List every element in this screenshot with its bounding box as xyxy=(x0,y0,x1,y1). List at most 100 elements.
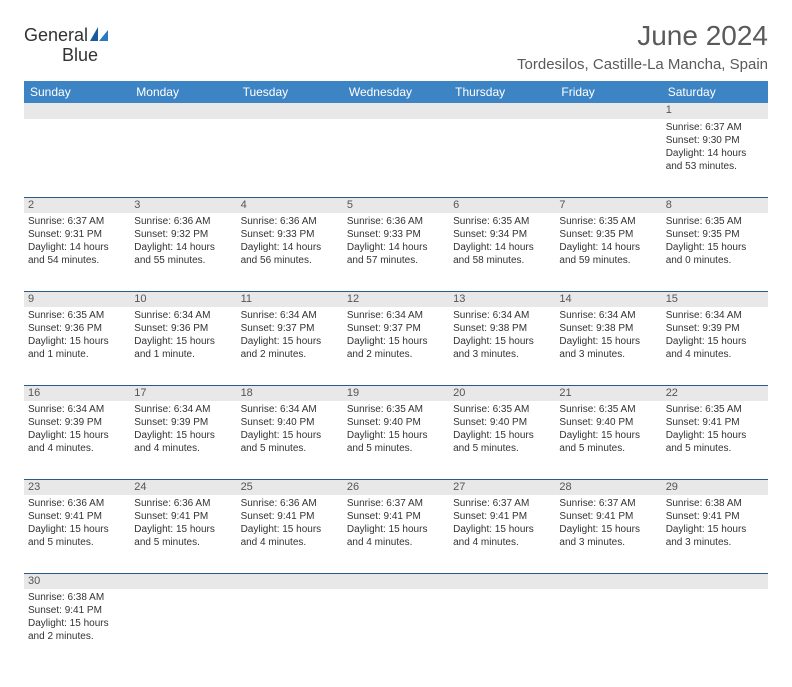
day-cell: Sunrise: 6:37 AMSunset: 9:31 PMDaylight:… xyxy=(24,213,130,291)
day-cell: Sunrise: 6:34 AMSunset: 9:39 PMDaylight:… xyxy=(24,401,130,479)
day-content-row: Sunrise: 6:35 AMSunset: 9:36 PMDaylight:… xyxy=(24,307,768,385)
day-number-cell xyxy=(449,103,555,119)
day-number-cell: 21 xyxy=(555,385,661,401)
logo-sail-icon xyxy=(90,27,108,46)
day-details: Sunrise: 6:36 AMSunset: 9:33 PMDaylight:… xyxy=(237,213,343,271)
day-cell: Sunrise: 6:34 AMSunset: 9:39 PMDaylight:… xyxy=(130,401,236,479)
day-details: Sunrise: 6:36 AMSunset: 9:41 PMDaylight:… xyxy=(24,495,130,553)
day-cell: Sunrise: 6:36 AMSunset: 9:41 PMDaylight:… xyxy=(237,495,343,573)
day-number-cell xyxy=(24,103,130,119)
logo: General Blue xyxy=(24,26,108,66)
day-number-cell xyxy=(343,573,449,589)
day-details: Sunrise: 6:37 AMSunset: 9:41 PMDaylight:… xyxy=(449,495,555,553)
day-cell: Sunrise: 6:36 AMSunset: 9:33 PMDaylight:… xyxy=(237,213,343,291)
day-cell xyxy=(24,119,130,197)
day-details: Sunrise: 6:34 AMSunset: 9:38 PMDaylight:… xyxy=(555,307,661,365)
day-cell xyxy=(343,119,449,197)
day-number-cell xyxy=(237,103,343,119)
logo-text-general: General xyxy=(24,25,88,45)
day-details: Sunrise: 6:34 AMSunset: 9:39 PMDaylight:… xyxy=(662,307,768,365)
day-content-row: Sunrise: 6:34 AMSunset: 9:39 PMDaylight:… xyxy=(24,401,768,479)
day-details: Sunrise: 6:35 AMSunset: 9:40 PMDaylight:… xyxy=(343,401,449,459)
day-number-cell: 18 xyxy=(237,385,343,401)
day-cell xyxy=(555,119,661,197)
day-details: Sunrise: 6:36 AMSunset: 9:41 PMDaylight:… xyxy=(130,495,236,553)
day-details: Sunrise: 6:37 AMSunset: 9:31 PMDaylight:… xyxy=(24,213,130,271)
day-details: Sunrise: 6:37 AMSunset: 9:41 PMDaylight:… xyxy=(555,495,661,553)
day-number-cell xyxy=(555,573,661,589)
day-number-cell xyxy=(130,103,236,119)
day-content-row: Sunrise: 6:36 AMSunset: 9:41 PMDaylight:… xyxy=(24,495,768,573)
day-number-cell: 23 xyxy=(24,479,130,495)
day-number-cell xyxy=(555,103,661,119)
day-cell: Sunrise: 6:34 AMSunset: 9:37 PMDaylight:… xyxy=(237,307,343,385)
title-block: June 2024 Tordesilos, Castille-La Mancha… xyxy=(517,20,768,73)
day-cell: Sunrise: 6:34 AMSunset: 9:39 PMDaylight:… xyxy=(662,307,768,385)
day-content-row: Sunrise: 6:38 AMSunset: 9:41 PMDaylight:… xyxy=(24,589,768,667)
day-number-cell: 14 xyxy=(555,291,661,307)
day-details: Sunrise: 6:36 AMSunset: 9:33 PMDaylight:… xyxy=(343,213,449,271)
calendar-table: Sunday Monday Tuesday Wednesday Thursday… xyxy=(24,81,768,667)
day-header: Monday xyxy=(130,81,236,103)
day-cell: Sunrise: 6:36 AMSunset: 9:41 PMDaylight:… xyxy=(24,495,130,573)
day-cell: Sunrise: 6:37 AMSunset: 9:41 PMDaylight:… xyxy=(449,495,555,573)
day-cell: Sunrise: 6:35 AMSunset: 9:35 PMDaylight:… xyxy=(555,213,661,291)
day-cell xyxy=(237,589,343,667)
daynum-row: 2345678 xyxy=(24,197,768,213)
day-number-cell xyxy=(343,103,449,119)
day-number-cell: 1 xyxy=(662,103,768,119)
day-details: Sunrise: 6:36 AMSunset: 9:32 PMDaylight:… xyxy=(130,213,236,271)
day-details: Sunrise: 6:38 AMSunset: 9:41 PMDaylight:… xyxy=(662,495,768,553)
day-content-row: Sunrise: 6:37 AMSunset: 9:31 PMDaylight:… xyxy=(24,213,768,291)
day-cell: Sunrise: 6:37 AMSunset: 9:30 PMDaylight:… xyxy=(662,119,768,197)
day-details: Sunrise: 6:36 AMSunset: 9:41 PMDaylight:… xyxy=(237,495,343,553)
day-cell: Sunrise: 6:35 AMSunset: 9:40 PMDaylight:… xyxy=(343,401,449,479)
day-cell xyxy=(237,119,343,197)
day-cell xyxy=(555,589,661,667)
daynum-row: 16171819202122 xyxy=(24,385,768,401)
day-details: Sunrise: 6:34 AMSunset: 9:39 PMDaylight:… xyxy=(130,401,236,459)
day-cell: Sunrise: 6:37 AMSunset: 9:41 PMDaylight:… xyxy=(343,495,449,573)
day-cell: Sunrise: 6:34 AMSunset: 9:37 PMDaylight:… xyxy=(343,307,449,385)
day-number-cell: 7 xyxy=(555,197,661,213)
day-details: Sunrise: 6:34 AMSunset: 9:38 PMDaylight:… xyxy=(449,307,555,365)
day-number-cell: 10 xyxy=(130,291,236,307)
day-cell xyxy=(449,589,555,667)
location: Tordesilos, Castille-La Mancha, Spain xyxy=(517,56,768,73)
day-cell: Sunrise: 6:38 AMSunset: 9:41 PMDaylight:… xyxy=(24,589,130,667)
day-header: Sunday xyxy=(24,81,130,103)
day-number-cell: 4 xyxy=(237,197,343,213)
daynum-row: 1 xyxy=(24,103,768,119)
day-number-cell: 25 xyxy=(237,479,343,495)
day-cell: Sunrise: 6:36 AMSunset: 9:32 PMDaylight:… xyxy=(130,213,236,291)
day-details: Sunrise: 6:37 AMSunset: 9:41 PMDaylight:… xyxy=(343,495,449,553)
day-number-cell: 19 xyxy=(343,385,449,401)
day-number-cell xyxy=(662,573,768,589)
day-details: Sunrise: 6:35 AMSunset: 9:35 PMDaylight:… xyxy=(555,213,661,271)
day-number-cell xyxy=(449,573,555,589)
day-number-cell: 30 xyxy=(24,573,130,589)
logo-text-blue: Blue xyxy=(62,45,98,65)
day-cell: Sunrise: 6:34 AMSunset: 9:38 PMDaylight:… xyxy=(449,307,555,385)
day-cell: Sunrise: 6:36 AMSunset: 9:33 PMDaylight:… xyxy=(343,213,449,291)
day-number-cell: 2 xyxy=(24,197,130,213)
header: General Blue June 2024 Tordesilos, Casti… xyxy=(24,20,768,73)
day-number-cell: 11 xyxy=(237,291,343,307)
day-cell: Sunrise: 6:37 AMSunset: 9:41 PMDaylight:… xyxy=(555,495,661,573)
day-number-cell: 15 xyxy=(662,291,768,307)
day-cell: Sunrise: 6:34 AMSunset: 9:36 PMDaylight:… xyxy=(130,307,236,385)
day-header: Friday xyxy=(555,81,661,103)
day-details: Sunrise: 6:37 AMSunset: 9:30 PMDaylight:… xyxy=(662,119,768,177)
day-number-cell: 6 xyxy=(449,197,555,213)
day-cell xyxy=(130,589,236,667)
day-number-cell: 16 xyxy=(24,385,130,401)
day-details: Sunrise: 6:34 AMSunset: 9:39 PMDaylight:… xyxy=(24,401,130,459)
day-number-cell: 24 xyxy=(130,479,236,495)
day-number-cell: 29 xyxy=(662,479,768,495)
day-number-cell: 8 xyxy=(662,197,768,213)
day-cell: Sunrise: 6:36 AMSunset: 9:41 PMDaylight:… xyxy=(130,495,236,573)
day-cell: Sunrise: 6:34 AMSunset: 9:38 PMDaylight:… xyxy=(555,307,661,385)
day-header: Tuesday xyxy=(237,81,343,103)
day-header: Thursday xyxy=(449,81,555,103)
day-details: Sunrise: 6:34 AMSunset: 9:37 PMDaylight:… xyxy=(237,307,343,365)
